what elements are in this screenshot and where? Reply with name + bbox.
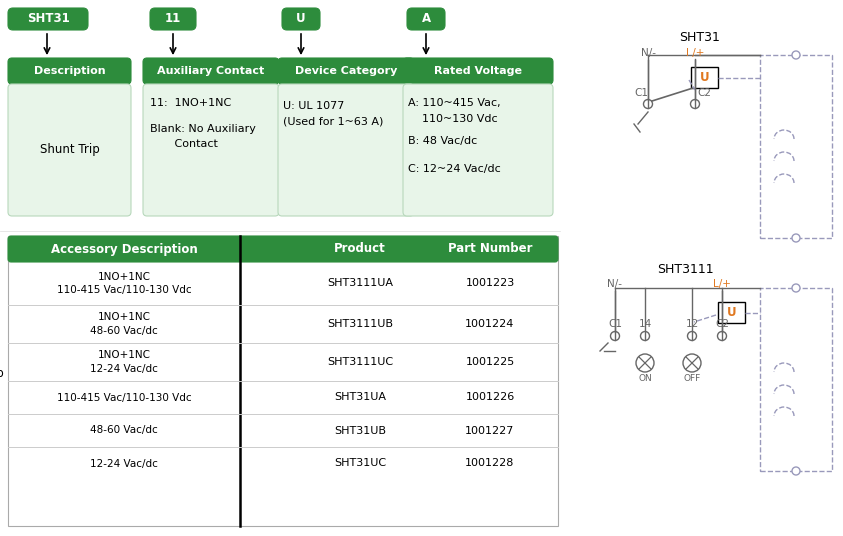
- Text: U: U: [700, 71, 709, 84]
- Circle shape: [792, 467, 800, 475]
- Bar: [760, 288, 832, 471]
- Circle shape: [792, 234, 800, 242]
- Circle shape: [641, 331, 649, 340]
- Text: Blank: No Auxiliary: Blank: No Auxiliary: [150, 124, 256, 134]
- FancyBboxPatch shape: [282, 8, 320, 30]
- Text: 48-60 Vac/dc: 48-60 Vac/dc: [90, 426, 158, 435]
- Text: Device Category: Device Category: [295, 66, 397, 76]
- FancyBboxPatch shape: [278, 84, 414, 216]
- Text: 11:  1NO+1NC: 11: 1NO+1NC: [150, 98, 231, 108]
- FancyBboxPatch shape: [143, 84, 279, 216]
- Bar: [691, 67, 718, 88]
- Text: 12: 12: [685, 319, 699, 329]
- FancyBboxPatch shape: [8, 8, 88, 30]
- Text: N/-: N/-: [641, 48, 656, 58]
- Text: SHT31UC: SHT31UC: [334, 458, 386, 468]
- Text: Shunt Trip: Shunt Trip: [40, 144, 99, 157]
- Text: Product: Product: [334, 242, 386, 256]
- Text: SHT31: SHT31: [679, 31, 721, 44]
- Text: SHT31: SHT31: [27, 12, 69, 26]
- FancyBboxPatch shape: [8, 236, 558, 262]
- Text: U: UL 1077: U: UL 1077: [283, 101, 345, 111]
- Text: (Used for 1~63 A): (Used for 1~63 A): [283, 117, 384, 127]
- Circle shape: [683, 354, 701, 372]
- Text: OFF: OFF: [684, 374, 701, 383]
- Text: 1NO+1NC
48-60 Vac/dc: 1NO+1NC 48-60 Vac/dc: [90, 312, 158, 336]
- Text: C1: C1: [634, 88, 648, 98]
- FancyBboxPatch shape: [403, 84, 553, 216]
- FancyBboxPatch shape: [278, 58, 414, 84]
- Text: 1001223: 1001223: [465, 279, 514, 288]
- FancyBboxPatch shape: [150, 8, 196, 30]
- Text: C: 12~24 Vac/dc: C: 12~24 Vac/dc: [408, 164, 501, 174]
- Text: N/-: N/-: [608, 279, 622, 289]
- Text: Accessory Description: Accessory Description: [51, 242, 197, 256]
- Text: 110-415 Vac/110-130 Vdc: 110-415 Vac/110-130 Vdc: [56, 392, 191, 403]
- Text: 14: 14: [638, 319, 652, 329]
- Text: Rated Voltage: Rated Voltage: [434, 66, 522, 76]
- Text: SHT31UB: SHT31UB: [334, 426, 386, 435]
- Circle shape: [792, 284, 800, 292]
- Text: SHT3111UB: SHT3111UB: [327, 319, 393, 329]
- Circle shape: [717, 331, 727, 340]
- Text: U: U: [727, 306, 736, 319]
- Text: Contact: Contact: [150, 139, 217, 149]
- Text: A: A: [422, 12, 431, 26]
- Circle shape: [610, 331, 620, 340]
- Text: U: U: [296, 12, 306, 26]
- Text: Part Number: Part Number: [448, 242, 532, 256]
- Text: L/+: L/+: [713, 279, 731, 289]
- Bar: [8, 236, 558, 526]
- Text: 110~130 Vdc: 110~130 Vdc: [408, 114, 497, 124]
- Text: Shunt Trip: Shunt Trip: [0, 367, 4, 380]
- Circle shape: [690, 100, 700, 108]
- Bar: [760, 55, 832, 238]
- Text: 11: 11: [165, 12, 181, 26]
- Circle shape: [643, 100, 652, 108]
- Text: Auxiliary Contact: Auxiliary Contact: [158, 66, 265, 76]
- Text: Description: Description: [34, 66, 105, 76]
- FancyBboxPatch shape: [403, 58, 553, 84]
- Text: C2: C2: [715, 319, 729, 329]
- Bar: [718, 302, 745, 323]
- Text: 12-24 Vac/dc: 12-24 Vac/dc: [90, 458, 158, 468]
- FancyBboxPatch shape: [407, 8, 445, 30]
- Text: SHT3111UA: SHT3111UA: [327, 279, 393, 288]
- Text: 1001228: 1001228: [465, 458, 515, 468]
- Text: I /+: I /+: [686, 48, 704, 58]
- Text: 1NO+1NC
12-24 Vac/dc: 1NO+1NC 12-24 Vac/dc: [90, 351, 158, 374]
- Text: 1NO+1NC
110-415 Vac/110-130 Vdc: 1NO+1NC 110-415 Vac/110-130 Vdc: [56, 272, 191, 295]
- Text: C2: C2: [697, 88, 711, 98]
- Text: ON: ON: [638, 374, 652, 383]
- Text: 1001225: 1001225: [465, 357, 514, 367]
- Text: SHT3111UC: SHT3111UC: [327, 357, 393, 367]
- Text: B: 48 Vac/dc: B: 48 Vac/dc: [408, 136, 477, 146]
- FancyBboxPatch shape: [8, 58, 131, 84]
- Circle shape: [688, 331, 696, 340]
- Text: 1001226: 1001226: [465, 392, 514, 403]
- Text: 1001227: 1001227: [465, 426, 515, 435]
- Text: SHT3111: SHT3111: [657, 263, 713, 276]
- Text: 1001224: 1001224: [465, 319, 515, 329]
- FancyBboxPatch shape: [143, 58, 279, 84]
- Circle shape: [792, 51, 800, 59]
- Text: A: 110~415 Vac,: A: 110~415 Vac,: [408, 98, 501, 108]
- Circle shape: [636, 354, 654, 372]
- Text: SHT31UA: SHT31UA: [334, 392, 386, 403]
- Text: C1: C1: [608, 319, 622, 329]
- FancyBboxPatch shape: [8, 84, 131, 216]
